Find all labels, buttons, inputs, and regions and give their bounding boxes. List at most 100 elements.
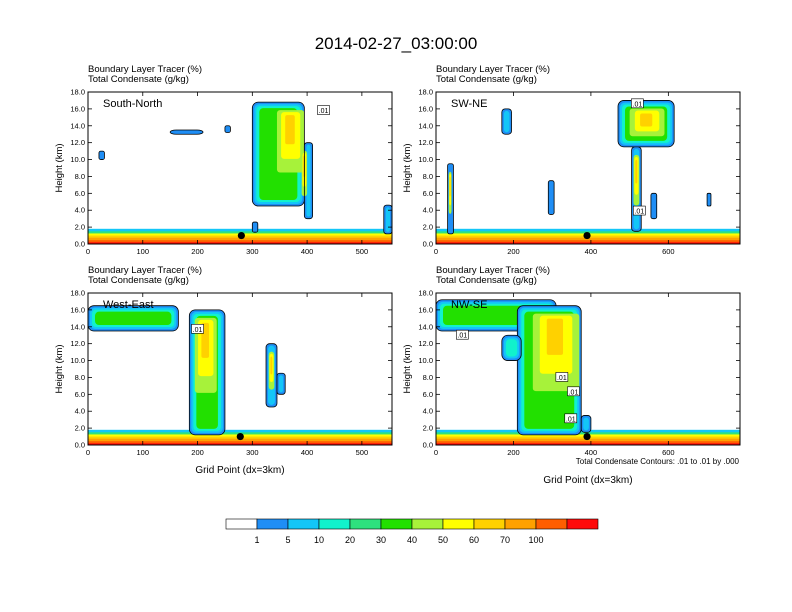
y-tick-label: 12.0 (418, 339, 433, 348)
contour-label: .01 (456, 329, 469, 340)
feature-6 (383, 204, 392, 235)
y-tick-label: 14.0 (418, 322, 433, 331)
colorbar-cell (318, 518, 351, 530)
contour-footnote: Total Condensate Contours: .01 to .01 by… (576, 457, 740, 466)
tracer-band-6 (88, 242, 392, 244)
colorbar-cell (535, 518, 568, 530)
location-marker (237, 231, 245, 240)
x-tick-label: 400 (301, 448, 314, 457)
tracer-band-5 (88, 441, 392, 445)
tracer-band-5 (88, 240, 392, 244)
contour-label: .01 (631, 98, 644, 108)
feature-0 (88, 305, 179, 332)
contour-label: .01 (633, 205, 646, 216)
colorbar-cell (411, 518, 444, 530)
feature-2 (169, 129, 204, 135)
colorbar-cell (504, 518, 537, 530)
colorbar-cell (287, 518, 320, 530)
x-tick-label: 400 (585, 448, 598, 457)
contour-label: .01 (191, 324, 204, 334)
svg-text:.01: .01 (566, 416, 576, 423)
x-tick-label: 0 (434, 247, 438, 256)
plot-area: .01 (88, 305, 392, 445)
colorbar-label: 5 (285, 535, 290, 545)
feature-2 (501, 334, 522, 361)
tracer-band-5 (436, 441, 740, 445)
plot-area: .01 (88, 101, 392, 244)
y-tick-label: 0.0 (75, 240, 85, 249)
y-tick-label: 2.0 (423, 223, 433, 232)
feature-2 (447, 163, 454, 235)
y-tick-label: 10.0 (418, 356, 433, 365)
panel-label: West-East (103, 299, 154, 311)
y-tick-label: 16.0 (70, 104, 85, 113)
y-tick-label: 10.0 (418, 155, 433, 164)
panel-title-tracer: Boundary Layer Tracer (%) (436, 64, 550, 75)
panel-title-tracer: Boundary Layer Tracer (%) (436, 265, 550, 276)
svg-text:.01: .01 (633, 101, 643, 108)
feature-1 (516, 305, 582, 436)
colorbar-cell (225, 518, 258, 530)
contour-label: .01 (567, 386, 580, 396)
colorbar-label: 70 (500, 535, 510, 545)
feature-2 (265, 343, 278, 408)
y-tick-label: 2.0 (75, 223, 85, 232)
y-tick-label: 18.0 (418, 289, 433, 298)
y-tick-label: 16.0 (70, 305, 85, 314)
feature-6 (706, 192, 712, 207)
x-tick-label: 500 (356, 448, 369, 457)
y-tick-label: 14.0 (70, 322, 85, 331)
feature-1 (631, 146, 642, 232)
colorbar-label: 30 (376, 535, 386, 545)
contour-label: .01 (564, 413, 578, 423)
panel-title-condensate: Total Condensate (g/kg) (88, 275, 189, 286)
feature-5 (251, 221, 259, 233)
x-tick-label: 100 (137, 247, 150, 256)
colorbar-cell (349, 518, 382, 530)
feature-4 (224, 125, 231, 133)
x-tick-label: 400 (301, 247, 314, 256)
x-tick-label: 400 (585, 247, 598, 256)
y-tick-label: 16.0 (418, 104, 433, 113)
svg-text:.01: .01 (557, 375, 567, 382)
tracer-band-6 (436, 443, 740, 445)
colorbar-cell (380, 518, 413, 530)
panel-label: NW-SE (451, 299, 487, 311)
x-tick-label: 100 (137, 448, 150, 457)
panel-label: SW-NE (451, 98, 487, 110)
feature-1 (188, 309, 226, 436)
tracer-band-6 (88, 443, 392, 445)
feature-0 (251, 101, 305, 207)
feature-3 (501, 108, 512, 135)
colorbar-label: 20 (345, 535, 355, 545)
panel-1: .01 .01 SW-NE Boundary Layer Tracer (%)Tota… (402, 64, 741, 256)
y-tick-label: 10.0 (70, 155, 85, 164)
y-axis-label: Height (km) (402, 143, 413, 192)
y-tick-label: 6.0 (75, 189, 85, 198)
y-tick-label: 6.0 (75, 390, 85, 399)
colorbar-label: 50 (438, 535, 448, 545)
y-tick-label: 4.0 (423, 407, 433, 416)
colorbar: 1 5 10 20 30 40 50 60 70 100 (225, 518, 599, 545)
x-tick-label: 0 (86, 448, 90, 457)
plot-frame (87, 292, 393, 446)
colorbar-label: 60 (469, 535, 479, 545)
panel-title-condensate: Total Condensate (g/kg) (88, 74, 189, 85)
y-tick-label: 6.0 (423, 390, 433, 399)
colorbar-cell (566, 518, 599, 530)
y-tick-label: 8.0 (423, 373, 433, 382)
x-tick-label: 300 (246, 448, 259, 457)
y-tick-label: 14.0 (70, 121, 85, 130)
colorbar-cell (473, 518, 506, 530)
tracer-band-5 (436, 240, 740, 244)
x-tick-label: 200 (507, 448, 520, 457)
y-tick-label: 8.0 (75, 373, 85, 382)
feature-0 (617, 100, 675, 148)
panel-2: .01 West-East Boundary Layer Tracer (%)Tot… (54, 265, 393, 476)
plot-frame (435, 91, 741, 245)
svg-text:.01: .01 (193, 327, 203, 334)
feature-4 (547, 180, 555, 215)
